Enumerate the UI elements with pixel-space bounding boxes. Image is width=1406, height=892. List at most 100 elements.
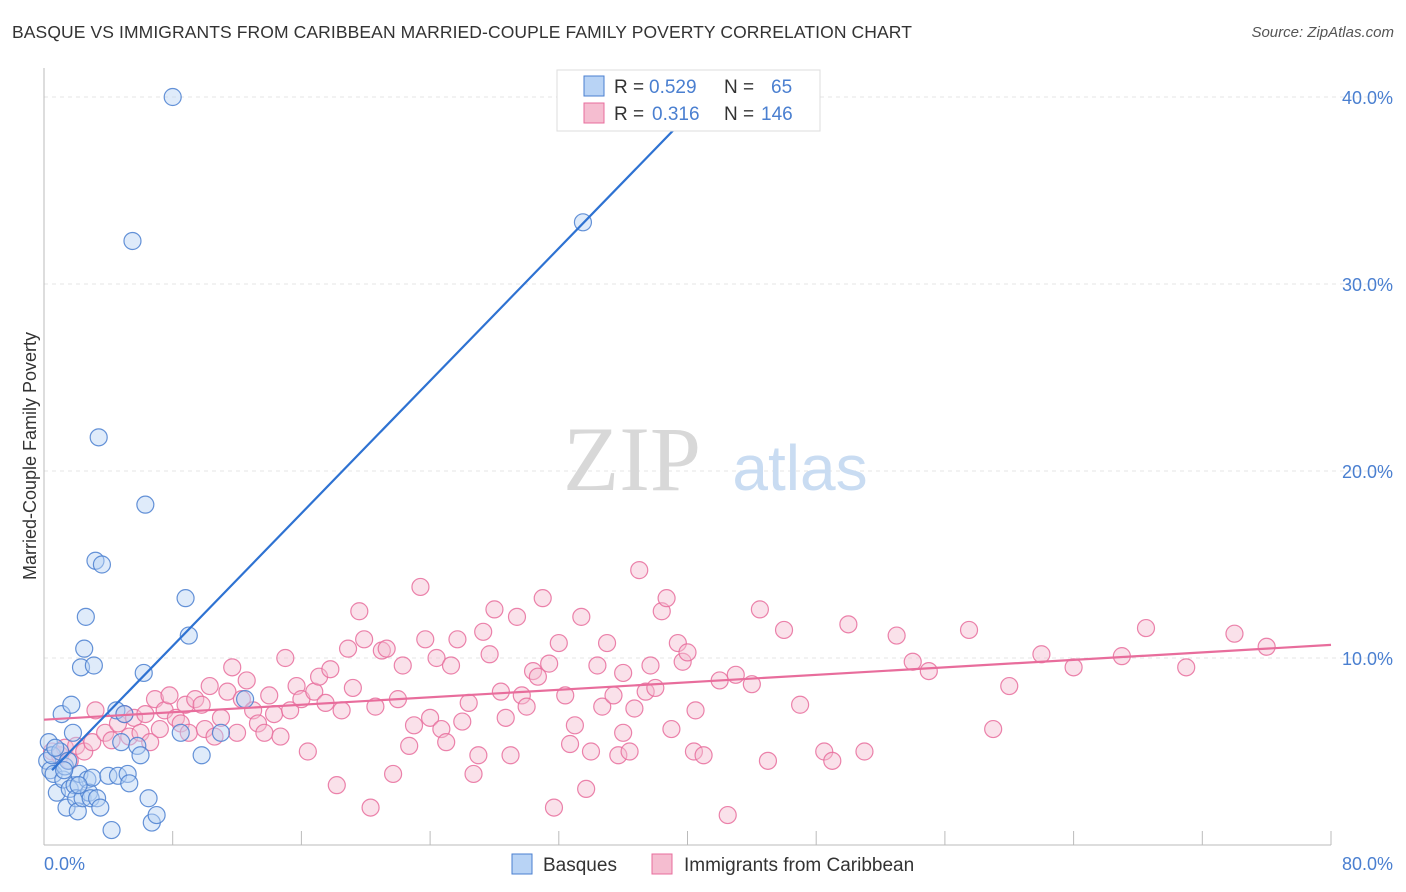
legend-r-value-blue: 0.529 [649,77,697,98]
basque-point-27 [84,656,103,675]
caribbean-point-77 [469,746,488,765]
basque-point-45 [139,789,158,808]
caribbean-point-50 [321,660,340,679]
caribbean-point-80 [485,600,504,619]
caribbean-point-133 [984,719,1003,739]
basque-point-31 [92,555,112,574]
watermark-zip: ZIP [563,408,701,510]
caribbean-point-65 [404,716,424,735]
basque-point-13 [62,695,81,714]
caribbean-point-63 [393,656,412,675]
caribbean-point-87 [523,661,543,681]
caribbean-point-118 [694,746,713,765]
caribbean-point-113 [662,719,681,739]
caribbean-point-40 [264,704,284,724]
basque-point-56 [46,738,65,757]
caribbean-point-116 [678,643,697,662]
caribbean-point-128 [855,742,874,761]
caribbean-point-90 [540,654,559,673]
caribbean-point-121 [750,600,769,619]
legend-swatch-pink [583,102,605,124]
caribbean-point-130 [903,652,922,671]
caribbean-point-58 [366,697,385,716]
caribbean-point-6 [83,733,102,752]
caribbean-point-143 [686,701,705,720]
basque-point-25 [81,789,100,808]
caribbean-point-112 [657,589,676,608]
caribbean-point-7 [86,701,105,720]
basque-point-38 [118,764,137,784]
basque-point-21 [75,639,94,658]
caribbean-point-64 [400,736,419,755]
caribbean-point-104 [614,663,633,683]
caribbean-trendline [43,643,1332,721]
caribbean-point-115 [673,652,692,671]
caribbean-point-98 [581,742,601,761]
caribbean-point-23 [176,695,195,714]
caribbean-point-60 [377,639,396,658]
caribbean-point-54 [343,678,362,698]
caribbean-point-99 [588,656,607,675]
caribbean-point-55 [350,602,369,621]
caribbean-point-107 [630,561,649,580]
caribbean-point-82 [496,708,515,727]
caribbean-point-32 [223,658,242,677]
basque-point-51 [179,626,198,645]
basque-point-43 [134,663,153,683]
trendlines [43,114,1332,771]
caribbean-point-75 [459,693,478,712]
caribbean-point-61 [383,764,403,784]
caribbean-point-123 [774,620,794,640]
legend-r-value-pink: 0.316 [652,104,700,125]
basque-point-36 [112,733,131,752]
caribbean-point-79 [480,645,499,664]
basque-point-32 [99,766,118,785]
chart-title: BASQUE VS IMMIGRANTS FROM CARIBBEAN MARR… [12,22,912,42]
caribbean-point-46 [298,742,317,761]
caribbean-point-142 [614,723,633,742]
basque-point-49 [171,723,190,742]
caribbean-point-109 [641,656,660,675]
caribbean-point-52 [332,701,351,720]
caribbean-point-73 [448,630,467,649]
chart-source: Source: ZipAtlas.com [1251,24,1394,41]
bottom-legend-swatch-caribbean [651,853,673,875]
y-tick-labels: 10.0% 20.0% 30.0% 40.0% [1342,88,1393,669]
basque-point-22 [76,607,95,626]
basque-point-59 [91,798,110,817]
x-tick-label-min: 0.0% [44,854,85,874]
caribbean-point-83 [501,746,520,765]
caribbean-point-95 [565,716,584,735]
y-tick-label-3: 40.0% [1342,88,1393,108]
y-axis-label: Married-Couple Family Poverty [20,332,40,580]
caribbean-point-106 [625,699,644,718]
caribbean-points [42,561,1276,825]
caribbean-point-108 [636,682,655,701]
y-tick-label-1: 20.0% [1342,462,1393,482]
basque-point-14 [63,723,83,742]
caribbean-point-20 [160,686,179,705]
caribbean-point-53 [338,639,358,658]
caribbean-point-66 [411,577,430,597]
basque-point-50 [176,589,195,608]
y-tick-label-2: 30.0% [1342,275,1393,295]
caribbean-point-74 [453,712,472,731]
caribbean-point-132 [959,620,979,640]
caribbean-point-69 [427,648,446,668]
x-tick-labels: 0.0% 80.0% [44,854,1393,874]
caribbean-point-81 [491,682,510,701]
caribbean-point-67 [416,630,435,649]
basque-point-57 [55,761,74,780]
basque-trendline [51,114,689,771]
legend-r-label-pink: R = [614,104,644,125]
caribbean-point-94 [560,734,580,754]
legend-box: R = 0.529 N = 65 R = 0.316 N = 146 [556,69,821,132]
caribbean-point-51 [327,776,346,795]
caribbean-point-33 [227,723,247,742]
caribbean-point-57 [361,798,380,817]
caribbean-point-35 [237,671,256,690]
watermark-atlas: atlas [732,432,867,504]
bottom-legend: Basques Immigrants from Caribbean [511,853,914,876]
caribbean-point-39 [260,686,279,705]
